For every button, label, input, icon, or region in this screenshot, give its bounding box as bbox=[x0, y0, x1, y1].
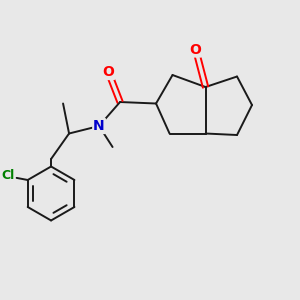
Text: O: O bbox=[102, 65, 114, 79]
Text: O: O bbox=[189, 43, 201, 56]
Text: Cl: Cl bbox=[1, 169, 14, 182]
Text: N: N bbox=[93, 119, 105, 133]
